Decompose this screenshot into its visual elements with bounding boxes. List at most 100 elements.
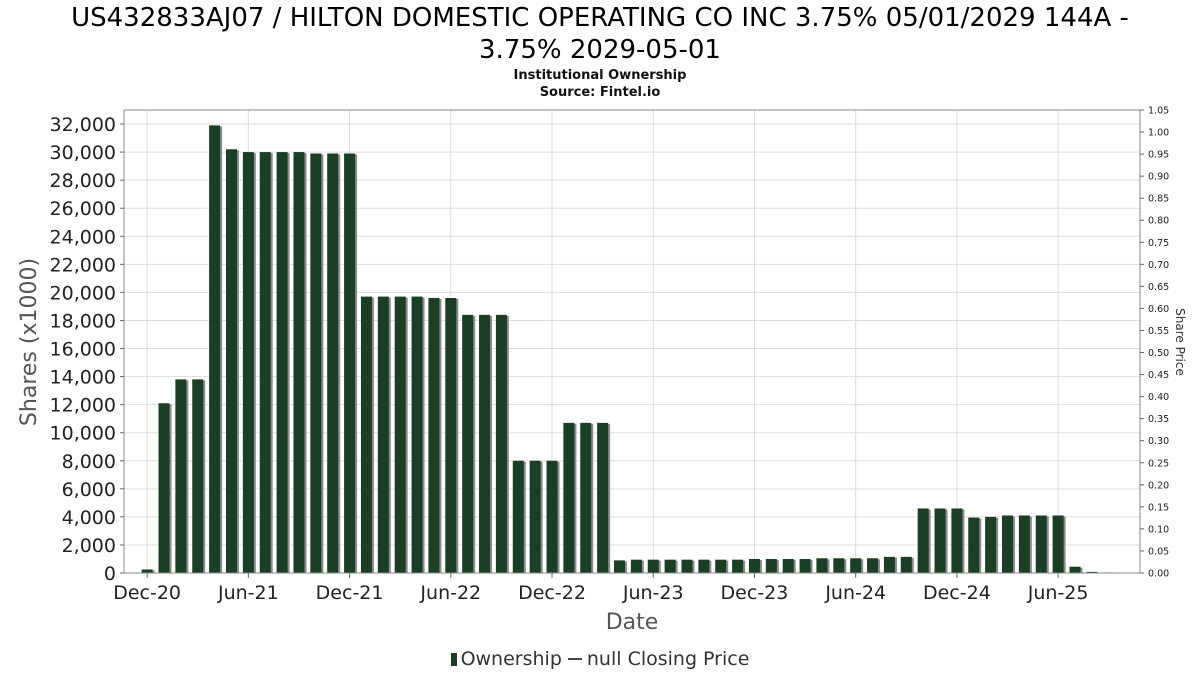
ownership-bar	[259, 152, 271, 573]
y-tick-label: 30,000	[50, 142, 116, 164]
ownership-bar	[563, 422, 575, 573]
y-tick-label: 20,000	[50, 282, 116, 304]
ownership-bar	[394, 296, 406, 573]
y2-tick-label: 0.85	[1148, 194, 1169, 205]
ownership-bar	[748, 558, 760, 573]
y2-tick-label: 0.20	[1148, 480, 1169, 491]
y2-tick-label: 0.25	[1148, 458, 1169, 469]
ownership-bar	[462, 314, 474, 573]
ownership-bar	[158, 403, 170, 573]
y-axis-ticks: 0 2,000 4,000 6,000 8,000 10,000 12,000 14,000 1…	[50, 114, 124, 585]
ownership-bar	[917, 508, 929, 573]
y2-tick-label: 0.40	[1148, 392, 1169, 403]
ownership-bar	[732, 559, 744, 573]
plot-area-border	[123, 109, 1141, 574]
y-tick-label: 10,000	[50, 423, 116, 445]
ownership-bar	[614, 560, 625, 573]
ownership-bar	[1035, 515, 1047, 573]
ownership-bar	[698, 559, 710, 573]
ownership-bar	[546, 460, 558, 573]
ownership-bar	[327, 153, 339, 573]
ownership-bar	[242, 152, 254, 573]
ownership-bar	[141, 569, 153, 573]
ownership-bar	[1002, 515, 1014, 573]
y2-tick-label: 0.75	[1148, 238, 1169, 249]
ownership-bar	[377, 296, 389, 573]
y2-tick-label: 0.90	[1148, 172, 1169, 183]
y-tick-label: 8,000	[62, 451, 116, 473]
y2-axis-label: Share Price	[1173, 308, 1187, 376]
ownership-bar	[850, 558, 862, 573]
y-tick-label: 6,000	[62, 479, 116, 501]
legend-ownership-label: Ownership	[460, 648, 562, 670]
x-tick-label: Dec-21	[316, 582, 384, 604]
chart-svg: 0 2,000 4,000 6,000 8,000 10,000 12,000 14,000 1…	[17, 106, 1187, 636]
price-line-swatch	[567, 658, 582, 660]
y-tick-label: 28,000	[50, 170, 116, 192]
ownership-bar	[883, 556, 895, 573]
y2-tick-label: 0.30	[1148, 436, 1169, 447]
ownership-bar	[529, 460, 541, 573]
ownership-bar	[225, 149, 237, 573]
ownership-bar	[664, 559, 676, 573]
ownership-bar	[1069, 566, 1081, 573]
ownership-bar	[293, 152, 305, 573]
y-tick-label: 16,000	[50, 339, 116, 361]
chart-subtitle: Institutional Ownership	[513, 68, 687, 83]
ownership-bar	[445, 298, 457, 573]
y-tick-label: 12,000	[50, 395, 116, 417]
legend: Ownership null Closing Price	[0, 648, 1200, 670]
ownership-bar	[175, 379, 187, 573]
x-axis-label: Date	[606, 610, 659, 635]
ownership-bar	[900, 556, 912, 573]
bars-group	[141, 125, 1115, 573]
ownership-bar	[951, 508, 963, 573]
ownership-bar	[192, 379, 204, 573]
y2-tick-label: 0.35	[1148, 414, 1169, 425]
chart-source: Source: Fintel.io	[539, 85, 661, 100]
ownership-bar	[344, 153, 356, 573]
ownership-bar	[782, 558, 794, 573]
y2-tick-label: 0.50	[1148, 348, 1169, 359]
ownership-bar	[867, 558, 879, 573]
ownership-bar	[428, 298, 440, 573]
y2-tick-label: 0.10	[1148, 524, 1169, 535]
ownership-bar	[799, 558, 811, 573]
ownership-bar	[647, 559, 659, 573]
y-tick-label: 14,000	[50, 367, 116, 389]
ownership-swatch	[450, 653, 457, 666]
ownership-bar	[1018, 515, 1030, 573]
ownership-bar	[276, 152, 288, 573]
y-tick-label: 26,000	[50, 198, 116, 220]
y-tick-label: 0	[104, 563, 116, 585]
ownership-bar	[816, 558, 828, 573]
ownership-bar	[934, 508, 946, 573]
x-tick-label: Jun-21	[217, 582, 279, 604]
ownership-bar	[580, 422, 592, 573]
y-tick-label: 2,000	[62, 535, 116, 557]
x-tick-label: Jun-24	[824, 582, 886, 604]
ownership-bar	[681, 559, 693, 573]
ownership-bar	[597, 422, 609, 573]
chart-title-line1: US432833AJ07 / HILTON DOMESTIC OPERATING…	[71, 3, 1129, 33]
y2-tick-label: 0.60	[1148, 304, 1169, 315]
ownership-bar	[985, 516, 997, 573]
y2-tick-label: 0.65	[1148, 282, 1169, 293]
legend-price-label: null Closing Price	[586, 648, 750, 670]
x-tick-label: Jun-25	[1027, 582, 1089, 604]
y2-tick-label: 0.00	[1148, 569, 1169, 580]
x-tick-label: Dec-22	[518, 582, 586, 604]
y2-tick-label: 0.05	[1148, 546, 1169, 557]
y-axis-label: Shares (x1000)	[17, 258, 42, 426]
x-tick-label: Jun-22	[419, 582, 481, 604]
ownership-bar	[968, 517, 980, 573]
ownership-bar	[411, 296, 423, 573]
x-tick-label: Dec-23	[721, 582, 789, 604]
ownership-bar	[715, 559, 727, 573]
ownership-bar	[1086, 571, 1098, 573]
y2-tick-label: 0.55	[1148, 326, 1169, 337]
ownership-bar	[360, 296, 372, 573]
ownership-bar	[209, 125, 221, 573]
y-tick-label: 22,000	[50, 254, 116, 276]
ownership-bar	[630, 559, 642, 573]
